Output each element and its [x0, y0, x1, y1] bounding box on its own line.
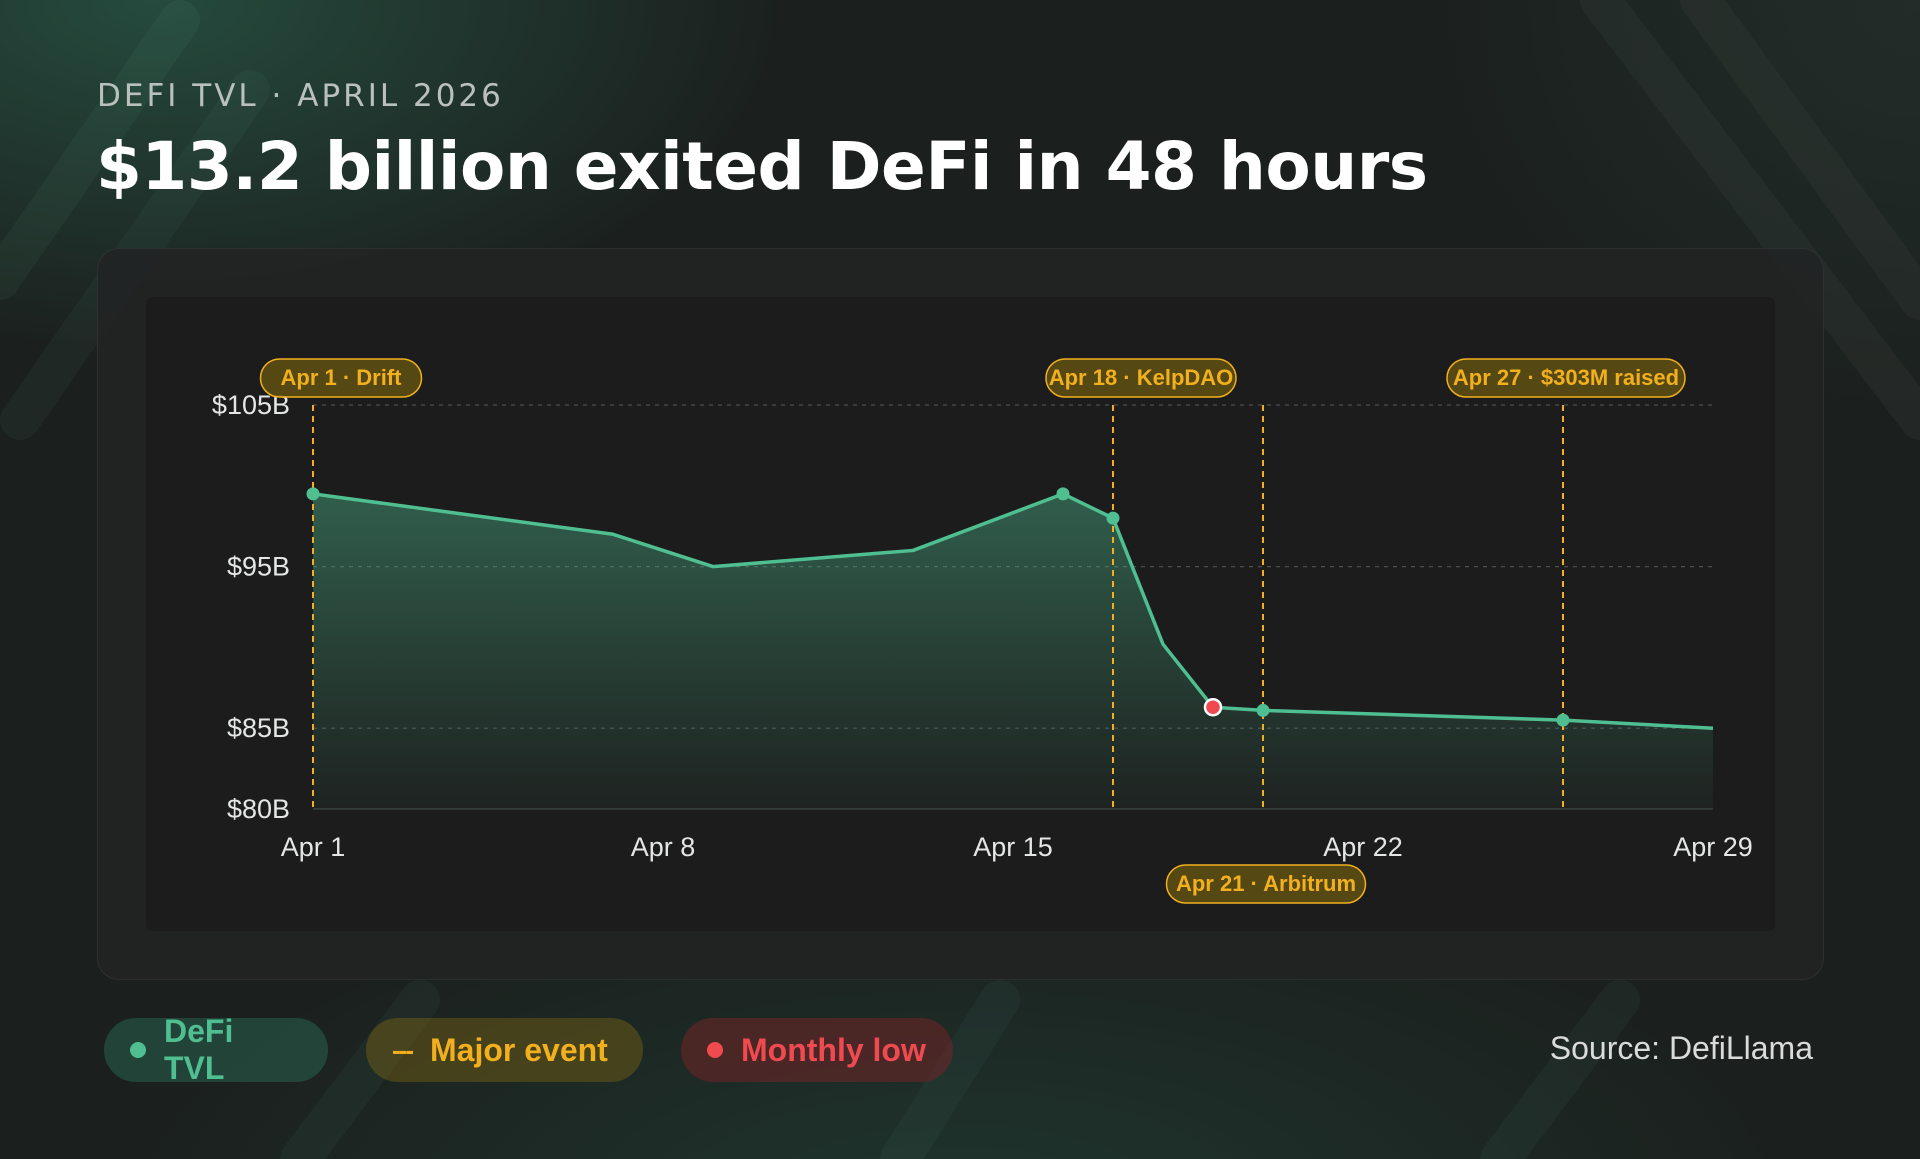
dot-icon [707, 1042, 723, 1058]
chart-eyebrow: DEFI TVL · APRIL 2026 [97, 78, 504, 114]
event-pill [1446, 358, 1686, 398]
event-annotation: Apr 27 · $303M raised [1446, 358, 1686, 398]
y-tick-label: $95B [227, 552, 290, 582]
legend-label: Monthly low [741, 1031, 926, 1068]
x-tick-label: Apr 15 [973, 832, 1053, 862]
legend-label: DeFi TVL [164, 1013, 234, 1086]
event-annotation: Apr 21 · Arbitrum [1165, 864, 1367, 904]
x-tick-label: Apr 1 [281, 832, 346, 862]
data-point [306, 487, 320, 501]
data-point [1556, 713, 1570, 727]
event-label: Apr 1 · Drift [281, 365, 403, 390]
background-streak [280, 980, 440, 1159]
data-point [1256, 703, 1270, 717]
event-annotation: Apr 18 · KelpDAO [1045, 358, 1237, 398]
dash-icon: --- [392, 1034, 414, 1065]
legend-label: Major event [429, 1031, 608, 1068]
event-annotation: Apr 1 · Drift [259, 358, 423, 398]
event-label: Apr 21 · Arbitrum [1176, 871, 1356, 896]
background-streak [0, 0, 200, 300]
y-tick-label: $80B [227, 794, 290, 824]
event-label: Apr 27 · $303M raised [1453, 365, 1679, 390]
y-tick-label: $85B [227, 713, 290, 743]
event-pill [1045, 358, 1237, 398]
source-label: Source: DefiLlama [1549, 1030, 1813, 1066]
tvl-area [313, 493, 1713, 809]
chart-title: $13.2 billion exited DeFi in 48 hours [96, 128, 1428, 205]
x-tick-label: Apr 29 [1673, 832, 1753, 862]
background-streak [1480, 980, 1640, 1159]
x-tick-label: Apr 22 [1323, 832, 1403, 862]
event-pill [1165, 864, 1367, 904]
monthly-low-point [1203, 697, 1223, 717]
legend-item-monthly-low[interactable]: Monthly low [681, 1018, 953, 1082]
dot-icon [130, 1042, 146, 1058]
event-label: Apr 18 · KelpDAO [1049, 365, 1234, 390]
chart-card: $105B $95B $85B $80B Apr 1 Apr 8 Apr 15 Apr 22 A… [97, 248, 1824, 980]
legend-item-defi-tvl[interactable]: DeFi TVL [104, 1013, 328, 1086]
data-point [1106, 511, 1120, 525]
background-streak [880, 980, 1020, 1159]
data-point [1056, 487, 1070, 501]
event-pill [259, 358, 423, 398]
legend-item-major-event[interactable]: --- Major event [366, 1018, 643, 1082]
x-tick-label: Apr 8 [631, 832, 696, 862]
